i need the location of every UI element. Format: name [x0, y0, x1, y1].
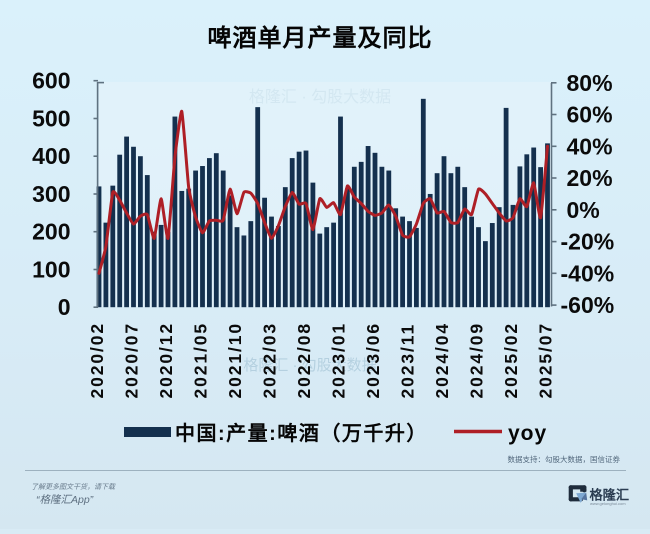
svg-text:了解更多图文干货，请下载: 了解更多图文干货，请下载	[31, 483, 116, 491]
svg-text:2023/01: 2023/01	[329, 322, 349, 399]
svg-text:格隆汇 · 勾股大数据: 格隆汇 · 勾股大数据	[249, 88, 391, 106]
svg-text:-40%: -40%	[561, 260, 615, 286]
svg-text:2021/10: 2021/10	[225, 322, 245, 399]
svg-text:中国:产量:啤酒（万千升）: 中国:产量:啤酒（万千升）	[175, 421, 428, 445]
svg-text:格隆汇 · 勾股大数据: 格隆汇 · 勾股大数据	[243, 357, 376, 374]
svg-text:格隆汇: 格隆汇	[590, 487, 630, 503]
svg-text:2020/02: 2020/02	[87, 322, 107, 399]
svg-text:yoy: yoy	[508, 422, 547, 445]
svg-text:400: 400	[32, 143, 70, 169]
svg-text:www.gelonghui.com: www.gelonghui.com	[590, 501, 626, 506]
svg-text:0: 0	[58, 294, 71, 320]
svg-text:2022/08: 2022/08	[294, 322, 314, 399]
svg-text:100: 100	[32, 257, 70, 283]
svg-text:2025/02: 2025/02	[501, 322, 521, 399]
svg-text:2025/07: 2025/07	[536, 322, 556, 399]
svg-text:2024/09: 2024/09	[467, 322, 487, 399]
svg-text:2020/12: 2020/12	[156, 322, 176, 399]
svg-text:300: 300	[32, 181, 70, 207]
svg-text:数据支持：勾股大数据，国信证券: 数据支持：勾股大数据，国信证券	[508, 454, 621, 464]
svg-text:-20%: -20%	[561, 229, 615, 255]
svg-text:80%: 80%	[567, 70, 613, 96]
svg-text:“格隆汇App”: “格隆汇App”	[36, 494, 94, 506]
svg-text:20%: 20%	[567, 165, 613, 191]
svg-text:2023/06: 2023/06	[363, 322, 383, 399]
svg-text:60%: 60%	[567, 102, 613, 128]
svg-text:2021/05: 2021/05	[191, 322, 211, 399]
svg-text:-60%: -60%	[561, 292, 615, 318]
svg-text:2024/04: 2024/04	[432, 322, 452, 399]
svg-text:600: 600	[32, 68, 70, 94]
svg-text:啤酒单月产量及同比: 啤酒单月产量及同比	[208, 24, 433, 52]
svg-text:2022/03: 2022/03	[260, 322, 280, 399]
svg-text:2023/11: 2023/11	[398, 323, 418, 399]
svg-text:0%: 0%	[567, 197, 600, 223]
svg-text:40%: 40%	[567, 133, 613, 159]
svg-text:2020/07: 2020/07	[122, 322, 142, 399]
svg-text:200: 200	[32, 219, 70, 245]
svg-text:500: 500	[32, 106, 70, 132]
